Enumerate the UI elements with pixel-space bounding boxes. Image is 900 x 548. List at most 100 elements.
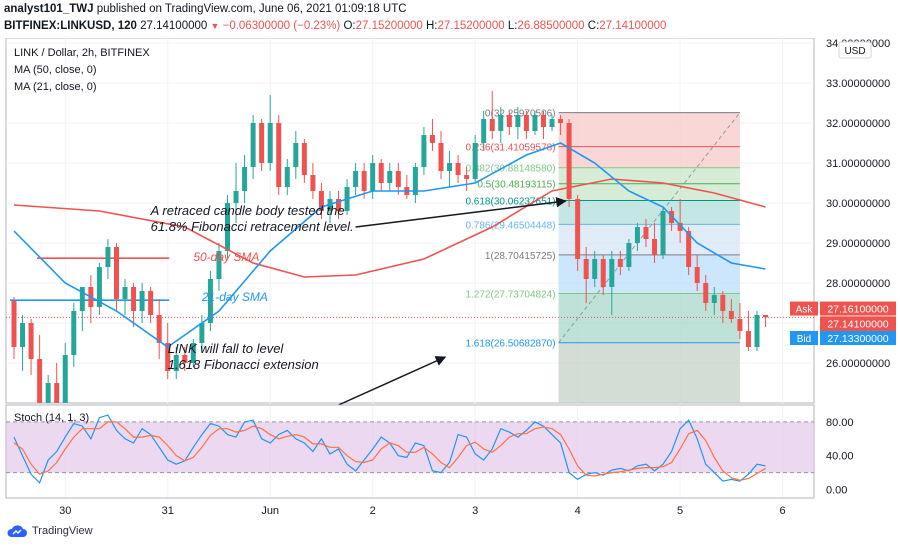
candle-body: [711, 295, 717, 303]
candle-body: [626, 243, 632, 267]
candle-body: [199, 323, 205, 343]
candle-body: [617, 259, 623, 267]
candle-body: [276, 123, 282, 187]
tradingview-brand: TradingView: [32, 525, 93, 537]
ask-price-tag: [820, 301, 896, 316]
ask-price: 27.16100000: [827, 304, 888, 316]
candle-body: [429, 135, 435, 143]
fibonacci-retracement[interactable]: 0(32.25970506) 0.236(31.41059578) 0.382(30…: [465, 109, 741, 403]
symbol-label: BITFINEX:LINKUSD, 120: [4, 20, 137, 32]
candle-body: [643, 227, 649, 239]
candle-body: [523, 115, 529, 131]
candle-body: [728, 311, 734, 319]
tradingview-cloud-icon: [7, 525, 27, 537]
candle-body: [558, 119, 564, 123]
candle-body: [395, 171, 401, 187]
legend-ma50: MA (50, close, 0): [14, 64, 97, 76]
candle-body: [694, 267, 700, 283]
candle-body: [190, 343, 196, 363]
tradingview-logo[interactable]: TradingView: [6, 524, 93, 538]
candle-body: [173, 355, 179, 371]
fib-level-label: 0.618(30.06237651): [465, 197, 555, 208]
price-tick-label: 28.00000000: [826, 278, 890, 290]
candle-body: [592, 259, 598, 279]
publish-line: analyst101_TWJ published on TradingView.…: [4, 3, 407, 15]
author-name[interactable]: analyst101_TWJ: [4, 3, 94, 15]
chart-legend: LINK / Dollar, 2h, BITFINEX MA (50, clos…: [14, 47, 150, 93]
candle-body: [387, 171, 393, 183]
candle-body: [754, 315, 760, 347]
fib-level-label: 0.5(30.48193115): [477, 180, 555, 191]
candle-body: [318, 191, 324, 211]
candle-body: [472, 143, 478, 179]
candle-body: [438, 143, 444, 171]
candle-body: [156, 315, 162, 343]
stoch-d-line: [13, 421, 766, 481]
stoch-tick-label: 80.00: [826, 417, 854, 429]
close-label: C:: [587, 20, 600, 32]
fib-level-label: 1.272(27.73704824): [465, 290, 555, 301]
price-chart[interactable]: 0(32.25970506) 0.236(31.41059578) 0.382(30…: [0, 38, 900, 520]
bid-price-tag: [820, 331, 896, 345]
candle-body: [686, 231, 692, 267]
currency-label: USD: [844, 46, 865, 57]
last-price: 27.14100000: [140, 20, 208, 32]
candles: [11, 91, 769, 403]
price-change: −0.06300000 (−0.23%): [222, 20, 341, 32]
ma50-line: [13, 178, 766, 278]
candle-body: [575, 199, 581, 259]
stochastic-pane: 0.00 40.00 80.00: [6, 414, 854, 497]
candle-body: [233, 191, 239, 203]
candle-body: [703, 283, 709, 303]
annotation-arrow: [338, 356, 447, 406]
fib-zone: [558, 183, 740, 201]
time-tick-label: 30: [59, 505, 71, 517]
candle-body: [720, 295, 726, 311]
legend-title: LINK / Dollar, 2h, BITFINEX: [14, 47, 150, 59]
candle-body: [498, 115, 504, 131]
high-label: H:: [425, 20, 438, 32]
fib-level-label: 1(28.70415725): [485, 251, 556, 262]
candle-body: [139, 291, 145, 311]
open-label: O:: [343, 20, 356, 32]
candle-body: [310, 175, 316, 191]
price-tick-label: 32.00000000: [826, 118, 890, 130]
low-label: L:: [507, 20, 518, 32]
candle-body: [677, 223, 683, 231]
candle-body: [267, 123, 273, 163]
close-value: 27.14100000: [599, 20, 667, 32]
candle-body: [464, 175, 470, 179]
annotation-text: 1.618 Fibonacci extension: [168, 357, 319, 372]
candle-body: [634, 227, 640, 243]
candle-body: [600, 259, 606, 287]
candle-body: [566, 123, 572, 199]
down-arrow-icon: ▼: [210, 21, 220, 31]
fib-zone: [558, 112, 740, 147]
candle-body: [301, 143, 307, 175]
candle-body: [20, 323, 26, 347]
candle-body: [515, 115, 521, 127]
candle-body: [412, 167, 418, 195]
price-tick-label: 30.00000000: [826, 198, 890, 210]
time-tick-label: 4: [575, 505, 581, 517]
candle-body: [745, 331, 751, 347]
ma21-line: [13, 142, 766, 348]
candle-body: [131, 287, 137, 311]
candle-body: [378, 163, 384, 183]
fib-level-label: 0.382(30.88148580): [465, 164, 555, 175]
candle-body: [11, 301, 17, 347]
candle-body: [225, 203, 230, 251]
bid-label: Bid: [797, 334, 811, 345]
candle-body: [549, 119, 555, 127]
annotation-text: 61.8% Fibonacci retracement level.: [151, 219, 354, 234]
candle-body: [165, 343, 171, 371]
fib-level-label: 0(32.25970506): [485, 109, 556, 120]
time-tick-label: 3: [472, 505, 478, 517]
candle-body: [284, 167, 290, 187]
time-axis[interactable]: 30 31 Jun 2 3 4 5 6: [59, 505, 786, 517]
candle-body: [122, 287, 128, 299]
price-tick-label: 31.00000000: [826, 158, 890, 170]
published-text: published on TradingView.com, June 06, 2…: [96, 3, 407, 15]
candle-body: [148, 291, 154, 315]
